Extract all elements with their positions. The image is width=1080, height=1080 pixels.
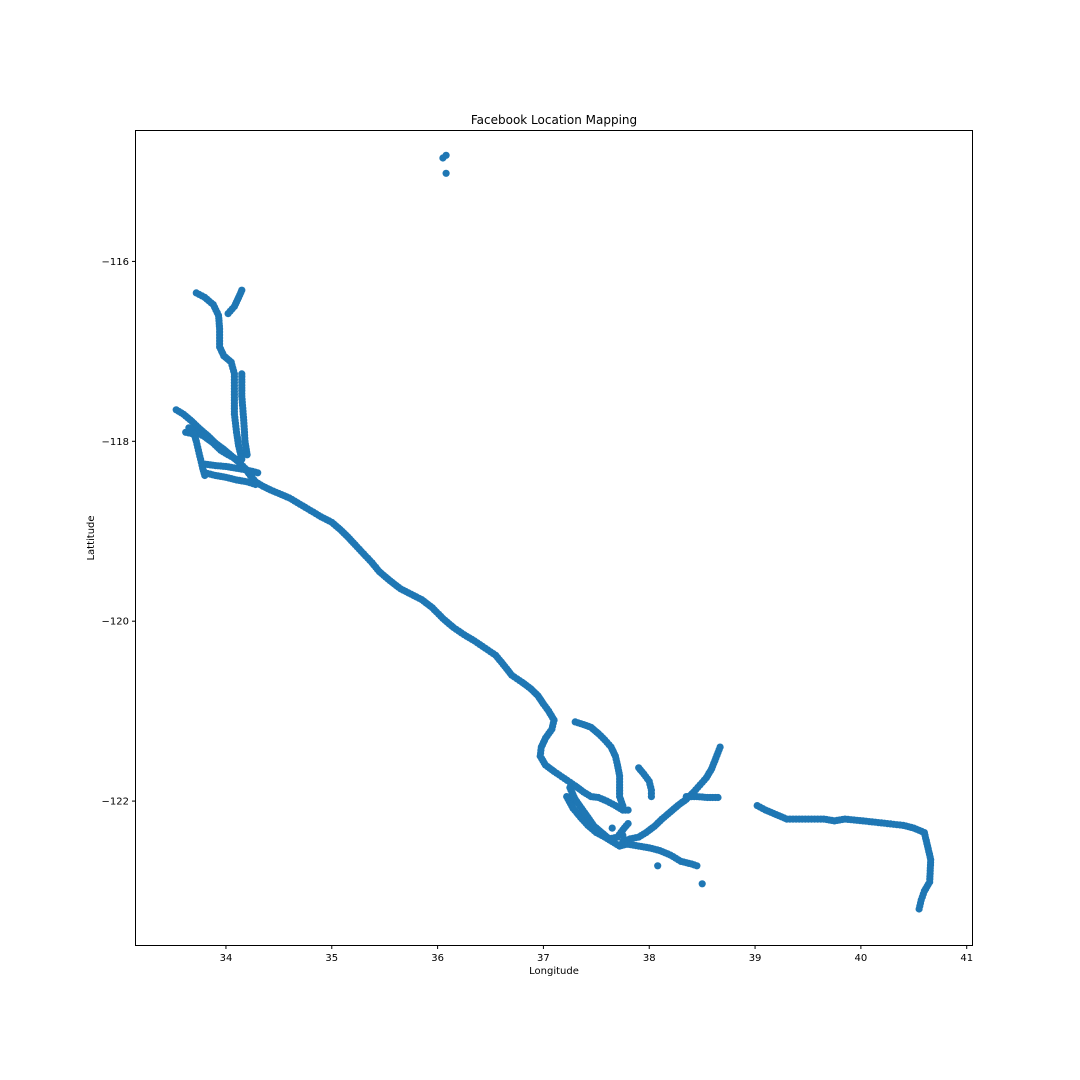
x-tick-label: 40 [855, 953, 868, 964]
data-point [716, 743, 724, 751]
data-point [619, 802, 627, 810]
x-tick-label: 41 [960, 953, 973, 964]
data-point [252, 480, 260, 489]
data-point [619, 831, 627, 839]
x-tick-label: 34 [220, 953, 233, 964]
data-point [714, 793, 722, 802]
data-point [624, 806, 632, 814]
data-point [647, 793, 656, 801]
plot-frame [135, 130, 973, 946]
x-tick-label: 38 [643, 953, 656, 964]
x-tick-label: 35 [325, 953, 338, 964]
points-layer [172, 151, 935, 913]
x-tick-label: 39 [749, 953, 762, 964]
data-point [238, 286, 246, 294]
y-axis: −116 −118 −120 −122 [102, 257, 136, 808]
y-axis-label: Lattitude [86, 515, 97, 560]
x-tick-label: 36 [431, 953, 444, 964]
data-point [232, 455, 241, 463]
data-point [442, 169, 450, 177]
data-point [201, 471, 209, 480]
data-point [243, 451, 251, 459]
data-point [442, 151, 450, 159]
data-point [238, 455, 246, 463]
y-tick-label: −116 [102, 257, 129, 268]
data-point [624, 820, 632, 828]
y-tick-label: −120 [102, 617, 129, 628]
y-tick-label: −122 [102, 797, 129, 808]
data-point [698, 880, 706, 888]
x-tick-label: 37 [537, 953, 550, 964]
data-point [915, 905, 923, 913]
chart-title: Facebook Location Mapping [471, 113, 637, 127]
data-point [254, 469, 262, 477]
data-point [654, 862, 662, 870]
data-point [608, 824, 616, 832]
y-tick-label: −118 [102, 437, 129, 448]
x-axis-label: Longitude [529, 966, 579, 977]
data-point [693, 862, 701, 870]
x-axis: 34 35 36 37 38 39 40 41 [220, 945, 973, 964]
